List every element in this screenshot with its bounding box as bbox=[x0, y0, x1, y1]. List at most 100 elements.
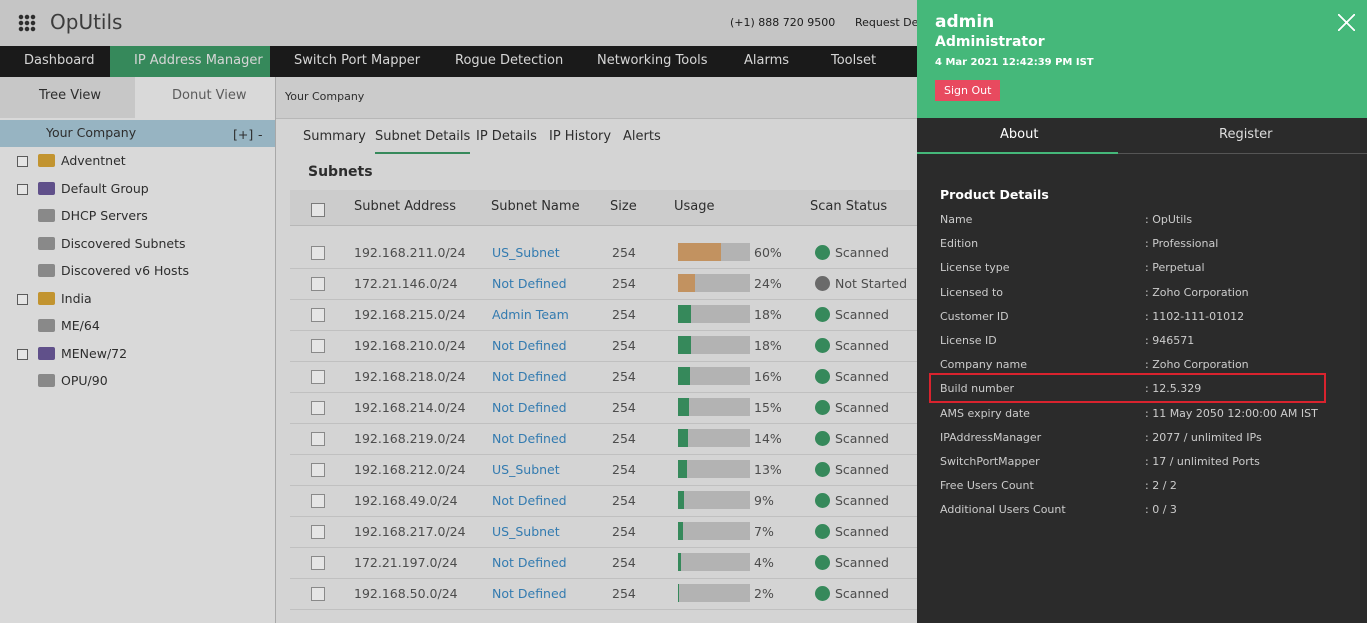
datetime: 4 Mar 2021 12:42:39 PM IST bbox=[935, 57, 1094, 68]
tree-collapse[interactable]: - bbox=[258, 127, 263, 142]
subnet-name[interactable]: Not Defined bbox=[492, 369, 567, 384]
status-icon bbox=[815, 338, 830, 353]
overlay bbox=[0, 0, 917, 623]
checkbox[interactable] bbox=[311, 370, 325, 384]
status-icon bbox=[815, 245, 830, 260]
checkbox[interactable] bbox=[311, 556, 325, 570]
tree-item[interactable]: Discovered Subnets bbox=[61, 235, 186, 251]
usage-track bbox=[678, 398, 750, 416]
checkbox[interactable] bbox=[311, 308, 325, 322]
usage: 15% bbox=[754, 400, 782, 415]
tree-root[interactable]: Your Company bbox=[46, 125, 137, 140]
checkbox[interactable] bbox=[311, 494, 325, 508]
usage: 7% bbox=[754, 524, 774, 539]
expander bbox=[17, 183, 28, 195]
subnet-name[interactable]: Not Defined bbox=[492, 493, 567, 508]
subnet-address[interactable]: 192.168.212.0/24 bbox=[354, 462, 466, 477]
usage-bar bbox=[678, 243, 722, 261]
subnet-name[interactable]: Not Defined bbox=[492, 555, 567, 570]
subnet-name[interactable]: Admin Team bbox=[492, 307, 569, 322]
subnet-name[interactable]: Not Defined bbox=[492, 586, 567, 601]
status-icon bbox=[815, 524, 830, 539]
usage-track bbox=[678, 460, 750, 478]
top-bar bbox=[0, 0, 917, 46]
tree-expand[interactable]: [+] bbox=[233, 127, 254, 142]
nav-item[interactable]: Dashboard bbox=[24, 53, 95, 68]
subnet-name[interactable]: US_Subnet bbox=[492, 524, 560, 539]
subnet-name[interactable]: Not Defined bbox=[492, 338, 567, 353]
subnet-address[interactable]: 192.168.49.0/24 bbox=[354, 493, 458, 508]
subnet-name[interactable]: Not Defined bbox=[492, 431, 567, 446]
nav-item[interactable]: Networking Tools bbox=[597, 53, 708, 68]
expander bbox=[17, 293, 28, 305]
subnet-address[interactable]: 192.168.214.0/24 bbox=[354, 400, 466, 415]
tab[interactable]: Summary bbox=[303, 129, 366, 144]
subnet-address[interactable]: 192.168.217.0/24 bbox=[354, 524, 466, 539]
subnet-address[interactable]: 192.168.218.0/24 bbox=[354, 369, 466, 384]
tree-item[interactable]: OPU/90 bbox=[61, 373, 108, 388]
usage-track bbox=[678, 305, 750, 323]
expander bbox=[17, 348, 28, 360]
subnet-address[interactable]: 172.21.197.0/24 bbox=[354, 555, 458, 570]
subnet-name[interactable]: Not Defined bbox=[492, 276, 567, 291]
panel-tab[interactable]: About bbox=[1000, 127, 1039, 142]
checkbox[interactable] bbox=[311, 463, 325, 477]
tab[interactable]: Alerts bbox=[623, 129, 661, 144]
usage-track bbox=[678, 584, 750, 602]
tree-item[interactable]: ME/64 bbox=[61, 318, 100, 333]
checkbox[interactable] bbox=[311, 587, 325, 601]
sidebar-tab[interactable]: Tree View bbox=[39, 88, 102, 103]
subnet-address[interactable]: 172.21.146.0/24 bbox=[354, 276, 458, 291]
column-header: Scan Status bbox=[810, 199, 888, 214]
tree-item[interactable]: Default Group bbox=[61, 180, 149, 196]
sign-out[interactable]: Sign Out bbox=[935, 80, 1001, 101]
breadcrumb: Your Company bbox=[285, 90, 365, 103]
sidebar-tab[interactable]: Donut View bbox=[172, 88, 247, 103]
detail-value: : 2 / 2 bbox=[1145, 479, 1177, 493]
usage-track bbox=[678, 491, 750, 509]
checkbox[interactable] bbox=[311, 432, 325, 446]
subnet-name[interactable]: US_Subnet bbox=[492, 462, 560, 477]
nav-item[interactable]: Rogue Detection bbox=[455, 53, 564, 68]
checkbox[interactable] bbox=[311, 525, 325, 539]
subnet-address[interactable]: 192.168.50.0/24 bbox=[354, 586, 458, 601]
column-header: Usage bbox=[674, 199, 715, 214]
subnet-address[interactable]: 192.168.215.0/24 bbox=[354, 307, 466, 322]
size: 254 bbox=[612, 245, 636, 260]
tab[interactable]: IP Details bbox=[476, 129, 537, 144]
tree-item[interactable]: DHCP Servers bbox=[61, 208, 148, 223]
tree-item[interactable]: MENew/72 bbox=[61, 345, 128, 361]
tab[interactable]: Subnet Details bbox=[375, 129, 471, 154]
checkbox[interactable] bbox=[311, 246, 325, 260]
tab[interactable]: IP History bbox=[549, 129, 612, 144]
tree-icon bbox=[38, 209, 55, 222]
checkbox[interactable] bbox=[311, 339, 325, 353]
nav-item[interactable]: Alarms bbox=[744, 53, 790, 68]
detail-value: : 0 / 3 bbox=[1145, 503, 1177, 517]
checkbox[interactable] bbox=[311, 277, 325, 291]
nav-item[interactable]: Toolset bbox=[831, 53, 877, 68]
scan-status: Scanned bbox=[835, 524, 889, 539]
tree-item[interactable]: Discovered v6 Hosts bbox=[61, 263, 189, 278]
tree-item[interactable]: Adventnet bbox=[61, 153, 126, 168]
request-demo[interactable]: Request Demo bbox=[855, 16, 936, 29]
subnet-name[interactable]: US_Subnet bbox=[492, 245, 560, 260]
close[interactable] bbox=[1338, 14, 1355, 31]
checkbox[interactable] bbox=[311, 203, 325, 217]
subnet-address[interactable]: 192.168.210.0/24 bbox=[354, 338, 466, 353]
subnet-address[interactable]: 192.168.211.0/24 bbox=[354, 245, 466, 260]
subnet-address[interactable]: 192.168.219.0/24 bbox=[354, 431, 466, 446]
scan-status: Scanned bbox=[835, 586, 889, 601]
nav-item[interactable]: IP Address Manager bbox=[134, 53, 263, 68]
usage-track bbox=[678, 367, 750, 385]
nav-item[interactable]: Switch Port Mapper bbox=[294, 53, 421, 68]
checkbox[interactable] bbox=[311, 401, 325, 415]
status-icon bbox=[815, 555, 830, 570]
detail-label: Build number bbox=[940, 382, 1015, 396]
panel-tab[interactable]: Register bbox=[1219, 127, 1273, 142]
subnet-name[interactable]: Not Defined bbox=[492, 400, 567, 415]
scan-status: Scanned bbox=[835, 307, 889, 322]
usage: 2% bbox=[754, 586, 774, 601]
tree-item[interactable]: India bbox=[61, 290, 92, 306]
